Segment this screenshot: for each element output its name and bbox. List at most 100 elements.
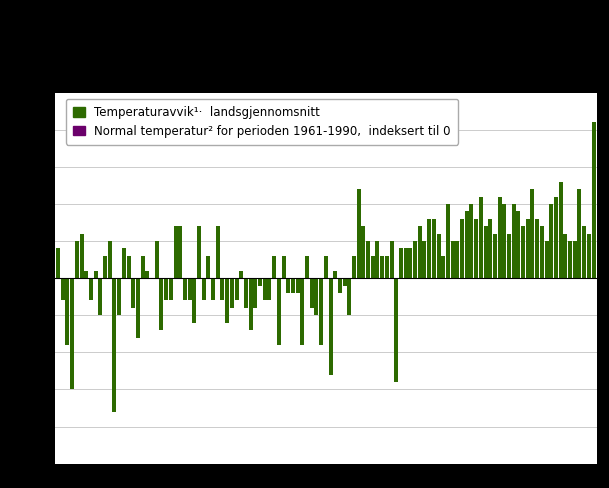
- Bar: [70, 278, 74, 389]
- Bar: [460, 219, 464, 278]
- Bar: [399, 248, 403, 278]
- Bar: [442, 256, 445, 278]
- Bar: [591, 122, 596, 278]
- Legend: Temperaturavvik¹·  landsgjennomsnitt, Normal temperatur² for perioden 1961-1990,: Temperaturavvik¹· landsgjennomsnitt, Nor…: [66, 99, 458, 145]
- Bar: [314, 278, 319, 315]
- Bar: [188, 278, 192, 301]
- Bar: [286, 278, 290, 293]
- Bar: [99, 278, 102, 315]
- Bar: [160, 278, 163, 330]
- Bar: [446, 204, 450, 278]
- Bar: [300, 278, 304, 345]
- Bar: [80, 234, 83, 278]
- Bar: [390, 241, 393, 278]
- Bar: [141, 256, 144, 278]
- Bar: [155, 241, 159, 278]
- Bar: [164, 278, 168, 301]
- Bar: [174, 226, 177, 278]
- Bar: [206, 256, 210, 278]
- Bar: [451, 241, 455, 278]
- Bar: [512, 204, 516, 278]
- Bar: [568, 241, 572, 278]
- Bar: [530, 189, 535, 278]
- Bar: [248, 278, 253, 330]
- Bar: [234, 278, 239, 301]
- Bar: [535, 219, 539, 278]
- Bar: [75, 241, 79, 278]
- Bar: [122, 248, 126, 278]
- Bar: [554, 197, 558, 278]
- Bar: [526, 219, 530, 278]
- Bar: [61, 278, 65, 301]
- Bar: [361, 226, 365, 278]
- Bar: [258, 278, 262, 285]
- Bar: [225, 278, 229, 323]
- Bar: [328, 278, 333, 375]
- Bar: [540, 226, 544, 278]
- Bar: [352, 256, 356, 278]
- Bar: [385, 256, 389, 278]
- Bar: [216, 226, 220, 278]
- Bar: [366, 241, 370, 278]
- Bar: [277, 278, 281, 345]
- Bar: [470, 204, 473, 278]
- Bar: [267, 278, 272, 301]
- Bar: [502, 204, 506, 278]
- Bar: [521, 226, 525, 278]
- Bar: [295, 278, 300, 293]
- Bar: [103, 256, 107, 278]
- Bar: [56, 248, 60, 278]
- Bar: [558, 182, 563, 278]
- Bar: [89, 278, 93, 301]
- Bar: [253, 278, 258, 308]
- Bar: [108, 241, 112, 278]
- Bar: [281, 256, 286, 278]
- Bar: [113, 278, 116, 412]
- Bar: [84, 271, 88, 278]
- Bar: [404, 248, 407, 278]
- Bar: [239, 271, 243, 278]
- Bar: [498, 197, 502, 278]
- Bar: [192, 278, 196, 323]
- Bar: [484, 226, 487, 278]
- Bar: [319, 278, 323, 345]
- Bar: [117, 278, 121, 315]
- Bar: [394, 278, 398, 382]
- Bar: [516, 211, 520, 278]
- Bar: [169, 278, 173, 301]
- Bar: [563, 234, 568, 278]
- Bar: [493, 234, 497, 278]
- Bar: [474, 219, 478, 278]
- Bar: [577, 189, 582, 278]
- Bar: [572, 241, 577, 278]
- Bar: [507, 234, 511, 278]
- Bar: [413, 241, 417, 278]
- Bar: [272, 256, 276, 278]
- Bar: [333, 271, 337, 278]
- Bar: [66, 278, 69, 345]
- Bar: [324, 256, 328, 278]
- Bar: [310, 278, 314, 308]
- Bar: [437, 234, 440, 278]
- Bar: [211, 278, 215, 301]
- Bar: [197, 226, 201, 278]
- Bar: [418, 226, 422, 278]
- Bar: [465, 211, 469, 278]
- Bar: [132, 278, 135, 308]
- Bar: [357, 189, 361, 278]
- Bar: [376, 241, 379, 278]
- Bar: [146, 271, 149, 278]
- Bar: [544, 241, 549, 278]
- Bar: [432, 219, 436, 278]
- Bar: [94, 271, 97, 278]
- Bar: [262, 278, 267, 301]
- Bar: [338, 278, 342, 293]
- Bar: [409, 248, 412, 278]
- Bar: [220, 278, 225, 301]
- Bar: [178, 226, 182, 278]
- Bar: [347, 278, 351, 315]
- Bar: [587, 234, 591, 278]
- Bar: [183, 278, 187, 301]
- Bar: [423, 241, 426, 278]
- Bar: [479, 197, 483, 278]
